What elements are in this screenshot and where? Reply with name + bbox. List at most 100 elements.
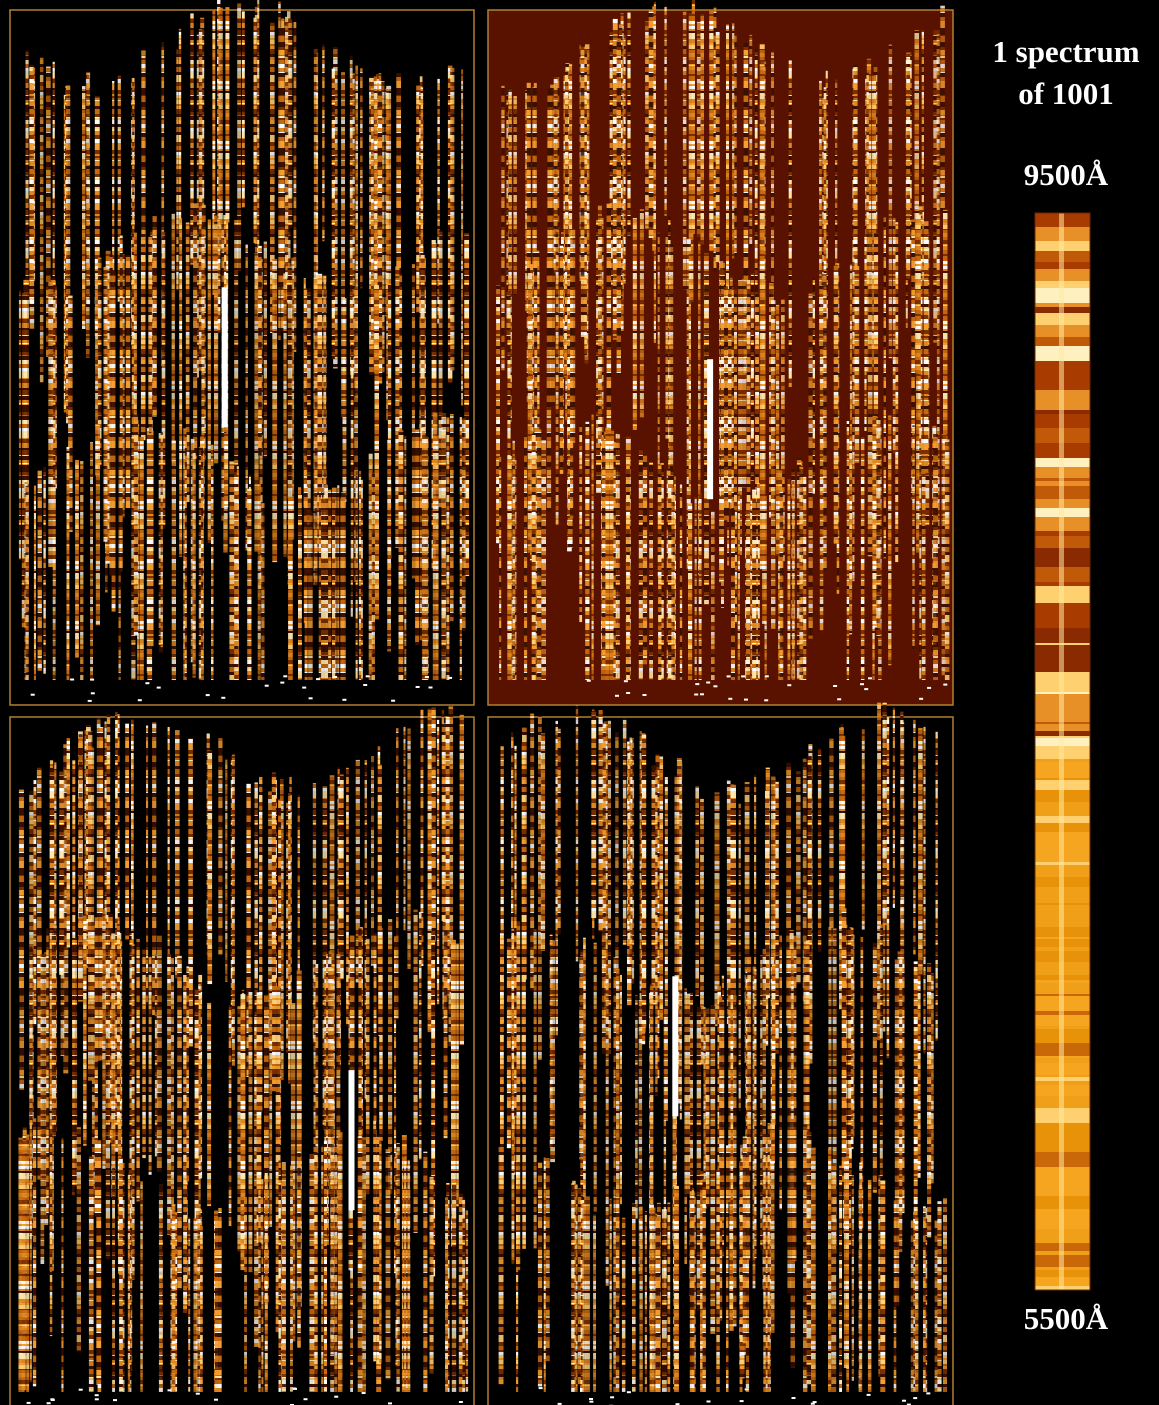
spectrum-streak xyxy=(737,491,740,680)
spectrum-streak xyxy=(139,437,144,680)
spectrum-streak xyxy=(846,421,850,680)
spectrum-streak xyxy=(424,436,428,680)
spectrum-streak xyxy=(207,219,211,544)
spectrum-streak xyxy=(358,470,362,680)
spectrum-streak xyxy=(605,973,609,1286)
spectrum-streak xyxy=(787,479,791,680)
spectrum-streak xyxy=(83,914,87,1146)
spectrum-streak xyxy=(607,720,611,1055)
spectrum-streak xyxy=(254,252,259,552)
spectrum-streak xyxy=(78,734,83,962)
spectrum-streak xyxy=(462,1197,466,1392)
spectrum-streak xyxy=(21,1141,26,1391)
spectrum-streak xyxy=(689,1191,695,1392)
hot-pixel xyxy=(864,688,869,691)
spectrum-streak xyxy=(612,18,618,340)
spectrum-streak xyxy=(754,48,758,324)
hot-pixel xyxy=(728,697,733,700)
spectrum-streak xyxy=(936,30,940,298)
spectrum-streak xyxy=(420,709,424,966)
spectrum-streak xyxy=(585,421,590,643)
spectrum-streak xyxy=(619,973,622,1205)
spectrum-streak xyxy=(341,72,345,417)
spectrum-streak xyxy=(193,203,198,459)
spectrum-streak xyxy=(376,1135,382,1392)
spectrum-streak xyxy=(194,989,199,1273)
spectrum-streak xyxy=(324,484,328,680)
spectrum-streak xyxy=(102,909,106,1169)
hot-pixel xyxy=(927,686,932,689)
spectrum-streak xyxy=(378,764,382,1036)
hot-pixel xyxy=(675,1403,680,1405)
spectrum-streak xyxy=(109,254,113,576)
hot-pixel xyxy=(428,686,433,689)
hot-pixel xyxy=(943,683,948,686)
spectrum-streak xyxy=(700,14,704,245)
spectrum-streak xyxy=(850,927,854,1150)
spectrum-streak xyxy=(866,72,869,285)
spectrum-streak xyxy=(679,493,683,680)
spectrum-streak xyxy=(714,792,720,1027)
spectrum-streak xyxy=(234,219,239,491)
hot-pixel xyxy=(361,1392,366,1394)
spectrum-streak xyxy=(911,219,915,500)
spectrum-streak xyxy=(94,917,98,1217)
spectrum-streak xyxy=(803,1124,808,1392)
spectrum-streak xyxy=(268,791,273,1049)
spectrum-streak xyxy=(771,52,774,328)
spectrum-streak xyxy=(140,234,146,441)
spectrum-streak xyxy=(663,1007,667,1305)
spectrum-streak xyxy=(570,248,574,519)
hot-pixel xyxy=(833,685,838,687)
spectrum-streak xyxy=(379,928,383,1141)
spectrum-streak xyxy=(557,728,561,935)
hot-pixel xyxy=(137,699,142,702)
spectrum-streak xyxy=(864,235,867,431)
spectrum-streak xyxy=(317,273,323,552)
spectrum-streak xyxy=(799,466,804,680)
spectrum-streak xyxy=(674,1185,679,1392)
hot-pixel xyxy=(333,676,338,678)
spectrum-streak xyxy=(918,727,923,976)
spectrum-streak xyxy=(377,92,383,384)
spectrum-streak xyxy=(853,64,858,409)
spectrum-streak xyxy=(304,487,308,680)
spectrum-streak xyxy=(604,721,608,1022)
spectrum-streak xyxy=(465,1210,469,1392)
spectrum-streak xyxy=(339,773,344,980)
spectrum-streak xyxy=(26,1134,30,1392)
spectrum-streak xyxy=(307,288,311,574)
spectrum-streak xyxy=(328,489,332,680)
spectrum-streak xyxy=(218,1208,222,1392)
spectrum-streak xyxy=(828,927,832,1173)
spectrum-streak xyxy=(859,1162,863,1392)
spectrum-streak xyxy=(684,988,687,1265)
spectrum-streak xyxy=(451,939,456,1247)
spectrum-streak xyxy=(46,66,51,357)
spectrum-streak xyxy=(876,417,881,637)
spectrum-streak xyxy=(532,87,535,348)
hot-pixel xyxy=(713,685,718,688)
spectrum-streak xyxy=(290,1003,296,1342)
spectrum-streak xyxy=(514,916,517,1117)
spectrum-streak xyxy=(937,1201,942,1392)
spectrum-streak xyxy=(43,466,46,674)
spectrum-streak xyxy=(705,1008,710,1207)
spectrum-streak xyxy=(286,802,290,1053)
spectrum-streak xyxy=(848,437,853,635)
spectrum-streak xyxy=(167,726,170,984)
spectrum-streak xyxy=(297,1150,301,1348)
spectrum-streak xyxy=(278,1,281,340)
spectrum-streak xyxy=(432,412,438,680)
spectrum-streak xyxy=(112,1164,115,1392)
spectrum-streak xyxy=(601,722,606,1054)
spectrum-streak xyxy=(167,954,171,1236)
spectrum-streak xyxy=(442,723,446,1020)
spectrum-streak xyxy=(161,42,165,366)
spectrum-streak xyxy=(207,1002,212,1207)
spectrum-streak xyxy=(543,1157,546,1392)
spectrum-streak xyxy=(621,1217,626,1392)
spectrum-streak xyxy=(943,209,948,526)
spectrum-streak xyxy=(368,453,373,680)
hot-pixel xyxy=(626,692,631,694)
